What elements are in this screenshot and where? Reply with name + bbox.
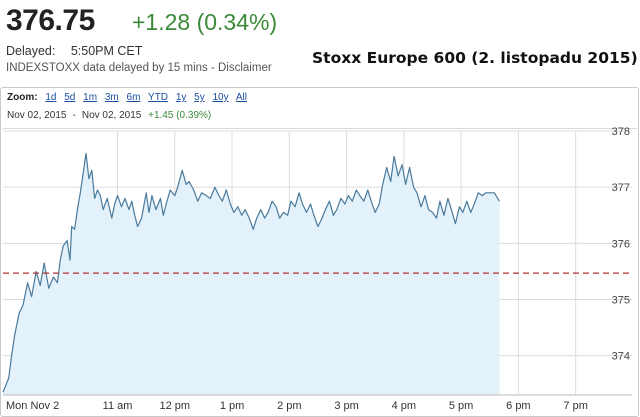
y-tick-label: 378 [612, 126, 630, 138]
x-tick-label: 6 pm [506, 400, 530, 412]
range-separator: - [72, 110, 76, 121]
zoom-ytd-button[interactable]: YTD [148, 92, 169, 103]
range-end[interactable]: Nov 02, 2015 [81, 110, 142, 121]
x-tick-label: 4 pm [392, 400, 416, 412]
zoom-10y-button[interactable]: 10y [212, 92, 229, 103]
source-note[interactable]: INDEXSTOXX data delayed by 15 mins - Dis… [6, 62, 272, 74]
zoom-all-button[interactable]: All [235, 92, 247, 103]
quote-change: +1.28 (0.34%) [132, 9, 278, 35]
zoom-5d-button[interactable]: 5d [64, 92, 76, 103]
x-tick-label: 12 pm [160, 400, 191, 412]
range-start[interactable]: Nov 02, 2015 [7, 110, 67, 121]
date-range: Nov 02, 2015- Nov 02, 2015 +1.45 (0.39%) [7, 110, 211, 121]
x-tick-label: Mon Nov 2 [6, 400, 59, 412]
x-tick-label: 2 pm [277, 400, 301, 412]
delayed-label: Delayed: [6, 44, 56, 58]
y-tick-label: 376 [612, 238, 630, 250]
zoom-5y-button[interactable]: 5y [194, 92, 205, 103]
zoom-1m-button[interactable]: 1m [83, 92, 98, 103]
zoom-1d-button[interactable]: 1d [45, 92, 57, 103]
chart-headline: Stoxx Europe 600 (2. listopadu 2015) [312, 49, 638, 67]
range-change: +1.45 (0.39%) [148, 110, 212, 121]
delayed-time: 5:50PM CET [70, 44, 143, 58]
zoom-1y-button[interactable]: 1y [175, 92, 187, 103]
price-area [3, 153, 500, 395]
toolbar-divider [2, 128, 637, 129]
price-line [2, 152, 501, 393]
delay-info: Delayed: 5:50PM CET [6, 44, 142, 58]
zoom-6m-button[interactable]: 6m [126, 92, 141, 103]
zoom-label: Zoom: [7, 92, 38, 103]
y-tick-label: 374 [612, 351, 630, 363]
y-tick-label: 375 [612, 295, 630, 307]
zoom-toolbar: Zoom: 1d 5d 1m 3m 6m YTD 1y 5y 10y All [7, 92, 252, 103]
x-tick-label: 7 pm [563, 400, 587, 412]
zoom-3m-button[interactable]: 3m [104, 92, 119, 103]
y-tick-label: 377 [612, 182, 630, 194]
x-tick-label: 3 pm [334, 400, 358, 412]
x-tick-label: 5 pm [449, 400, 473, 412]
x-tick-label: 11 am [103, 400, 133, 412]
x-tick-label: 1 pm [220, 400, 244, 412]
quote-price: 376.75 [6, 4, 95, 37]
